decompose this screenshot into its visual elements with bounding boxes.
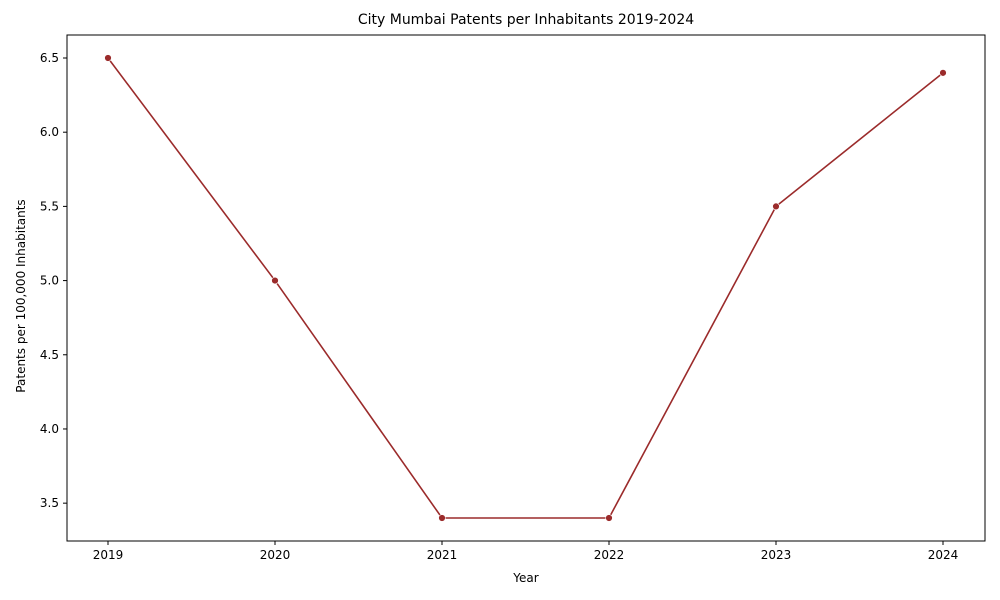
x-tick-label: 2024 <box>928 548 959 562</box>
y-tick-label: 5.5 <box>40 199 59 213</box>
y-tick-label: 4.5 <box>40 348 59 362</box>
y-tick-label: 5.0 <box>40 274 59 288</box>
data-point <box>105 55 112 62</box>
data-point <box>272 277 279 284</box>
y-tick-label: 3.5 <box>40 496 59 510</box>
y-tick-label: 6.0 <box>40 125 59 139</box>
y-axis: 3.5 4.0 4.5 5.0 5.5 6.0 6.5 <box>40 51 67 510</box>
y-tick-label: 6.5 <box>40 51 59 65</box>
y-tick-label: 4.0 <box>40 422 59 436</box>
x-tick-label: 2021 <box>427 548 458 562</box>
data-point <box>773 203 780 210</box>
plot-area <box>67 35 985 541</box>
chart-title: City Mumbai Patents per Inhabitants 2019… <box>358 12 694 28</box>
data-point <box>606 515 613 522</box>
x-tick-label: 2019 <box>93 548 124 562</box>
series-layer <box>105 55 947 522</box>
data-point <box>940 69 947 76</box>
series-line <box>108 58 943 518</box>
x-tick-label: 2020 <box>260 548 291 562</box>
data-point <box>439 515 446 522</box>
x-tick-label: 2023 <box>761 548 792 562</box>
x-axis: 2019 2020 2021 2022 2023 2024 <box>93 541 959 562</box>
x-tick-label: 2022 <box>594 548 625 562</box>
x-axis-label: Year <box>512 571 538 585</box>
y-axis-label: Patents per 100,000 Inhabitants <box>14 199 28 392</box>
